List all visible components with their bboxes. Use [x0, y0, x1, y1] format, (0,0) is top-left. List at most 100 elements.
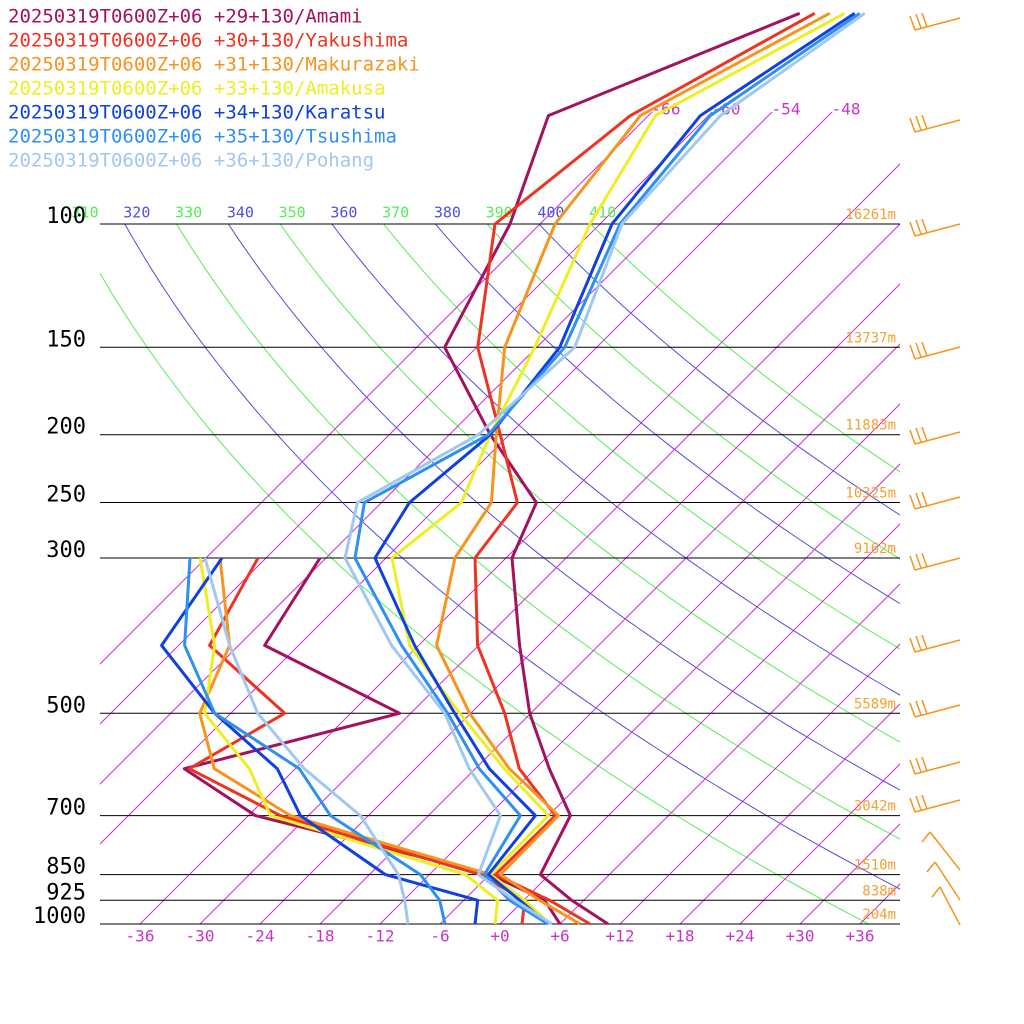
isotherm: [139, 163, 900, 924]
height-label: 16261m: [845, 207, 896, 223]
legend-entry: 20250319T0600Z+06 +34+130/Karatsu: [8, 102, 386, 124]
wind-barb: [926, 861, 961, 901]
y-tick-label: 200: [46, 415, 86, 440]
y-tick-label: 925: [46, 880, 86, 905]
dewpoint-line: [183, 557, 447, 925]
dry-adiabat: [279, 224, 900, 743]
dry-adiabat: [176, 224, 900, 840]
wind-barb: [931, 886, 961, 926]
y-tick-label: 500: [46, 693, 86, 718]
isotherm: [100, 112, 773, 785]
isotherm: [799, 823, 900, 924]
theta-label: 360: [330, 204, 357, 222]
theta-label: 330: [175, 204, 202, 222]
x-tick-label: -6: [430, 927, 449, 946]
temperature-line: [353, 12, 861, 926]
legend-entry: 20250319T0600Z+06 +36+130/Pohang: [8, 150, 374, 172]
isotherm-label: -48: [832, 100, 861, 119]
legend-entry: 20250319T0600Z+06 +33+130/Amakusa: [8, 78, 386, 100]
dry-adiabat: [100, 272, 869, 924]
dewpoint-line: [203, 557, 410, 925]
x-tick-label: +36: [846, 927, 875, 946]
temperature-line: [343, 12, 866, 926]
legend-entry: 20250319T0600Z+06 +30+130/Yakushima: [8, 30, 408, 52]
theta-label: 400: [537, 204, 564, 222]
x-tick-label: -18: [306, 927, 335, 946]
dry-adiabat: [331, 224, 900, 696]
isotherm: [559, 583, 900, 924]
theta-label: 320: [123, 204, 150, 222]
x-tick-label: +24: [726, 927, 755, 946]
dry-adiabat: [538, 224, 900, 516]
isotherm-label: -54: [772, 100, 801, 119]
plot: 310 320 330 340 350 360 370 380 390 400 410-36 -30-…: [8, 6, 900, 946]
x-tick-label: +12: [606, 927, 635, 946]
x-tick-label: +30: [786, 927, 815, 946]
isotherm: [100, 112, 833, 845]
wind-barb: [909, 491, 961, 510]
height-label: 838m: [862, 883, 896, 899]
dry-adiabat: [124, 224, 900, 890]
x-tick-label: -36: [126, 927, 155, 946]
isotherm: [439, 463, 900, 924]
wind-barb: [909, 634, 961, 653]
dry-adiabat: [383, 224, 900, 650]
dry-adiabat: [435, 224, 900, 605]
height-label: 9162m: [854, 541, 896, 557]
legend-entry: 20250319T0600Z+06 +31+130/Makurazaki: [8, 54, 420, 76]
temperature-line: [473, 11, 816, 926]
wind-barb: [921, 831, 961, 871]
y-tick-label: 250: [46, 483, 86, 508]
isotherm: [499, 523, 900, 924]
theta-label: 350: [279, 204, 306, 222]
y-tick-label: 100: [46, 204, 86, 229]
theta-label: 380: [434, 204, 461, 222]
legend-entry: 20250319T0600Z+06 +35+130/Tsushima: [8, 126, 397, 148]
adiabats: [100, 224, 900, 924]
wind-barbs: [909, 12, 961, 926]
isotherm: [199, 223, 900, 924]
y-tick-label: 150: [46, 327, 86, 352]
height-label: 1510m: [854, 858, 896, 874]
dewpoint-line: [198, 557, 500, 925]
wind-barb: [909, 114, 961, 133]
wind-barb: [909, 756, 961, 775]
x-tick-label: +18: [666, 927, 695, 946]
wind-barb: [909, 218, 961, 237]
wind-barb: [909, 426, 961, 445]
wind-barb: [909, 699, 961, 718]
y-tick-label: 850: [46, 855, 86, 880]
temperature-line: [435, 11, 831, 926]
x-tick-label: -30: [186, 927, 215, 946]
isotherm: [319, 343, 900, 924]
isotherm: [619, 643, 900, 924]
wind-barb: [909, 12, 961, 31]
height-label: 10325m: [845, 486, 896, 502]
dry-adiabat: [227, 224, 900, 791]
x-tick-label: -24: [246, 927, 275, 946]
isotherm: [679, 703, 900, 924]
isotherm: [379, 403, 900, 924]
theta-label: 310: [72, 204, 99, 222]
theta-label: 370: [382, 204, 409, 222]
dry-adiabat: [590, 224, 900, 473]
wind-barb: [909, 341, 961, 360]
wind-barb: [909, 794, 961, 813]
height-label: 204m: [862, 907, 896, 923]
isotherm: [259, 283, 900, 924]
dewpoint-line: [160, 557, 480, 925]
x-tick-label: +0: [490, 927, 509, 946]
y-tick-label: 1000: [33, 904, 86, 929]
temperature-line: [390, 11, 846, 926]
height-label: 11883m: [845, 418, 896, 434]
y-tick-label: 700: [46, 796, 86, 821]
height-label: 5589m: [854, 696, 896, 712]
x-tick-label: +6: [550, 927, 569, 946]
height-label: 13737m: [845, 330, 896, 346]
temperature-line: [443, 11, 801, 926]
isotherm-label: -60: [712, 100, 741, 119]
legend-entry: 20250319T0600Z+06 +29+130/Amami: [8, 6, 363, 28]
isotherm: [739, 763, 900, 924]
wind-barb: [909, 552, 961, 571]
dry-adiabat: [486, 224, 900, 560]
